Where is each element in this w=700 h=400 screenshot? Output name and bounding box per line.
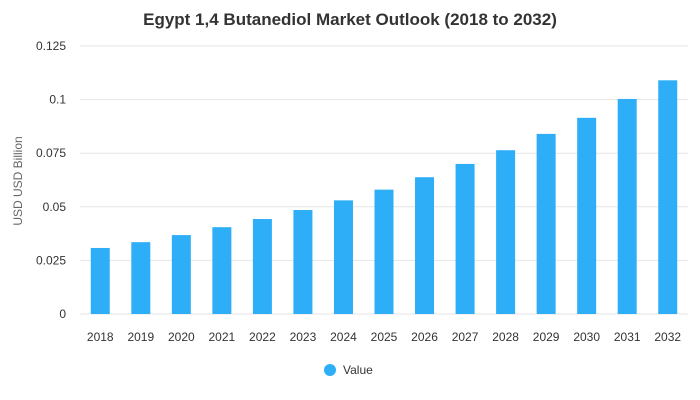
bar-2019[interactable] bbox=[131, 242, 151, 314]
bar-2029[interactable] bbox=[536, 133, 556, 314]
x-tick-label: 2030 bbox=[573, 330, 600, 344]
bar-2018[interactable] bbox=[90, 247, 110, 314]
x-tick-label: 2025 bbox=[371, 330, 398, 344]
bar-2030[interactable] bbox=[577, 117, 597, 314]
bar-2025[interactable] bbox=[374, 189, 394, 314]
legend[interactable]: Value bbox=[324, 363, 373, 377]
y-tick-label: 0 bbox=[59, 307, 66, 321]
x-tick-label: 2028 bbox=[492, 330, 519, 344]
bar-2031[interactable] bbox=[617, 98, 637, 314]
bar-2020[interactable] bbox=[171, 235, 191, 314]
x-tick-label: 2024 bbox=[330, 330, 357, 344]
x-tick-label: 2027 bbox=[452, 330, 479, 344]
bar-2027[interactable] bbox=[455, 163, 475, 314]
bar-2032[interactable] bbox=[658, 80, 678, 314]
y-tick-label: 0.025 bbox=[36, 253, 66, 267]
bar-2021[interactable] bbox=[212, 227, 232, 314]
x-tick-label: 2019 bbox=[127, 330, 154, 344]
legend-swatch-value bbox=[324, 364, 336, 376]
x-tick-label: 2022 bbox=[249, 330, 276, 344]
x-tick-label: 2023 bbox=[290, 330, 317, 344]
x-tick-label: 2032 bbox=[654, 330, 681, 344]
bar-2026[interactable] bbox=[415, 177, 435, 314]
x-tick-label: 2018 bbox=[87, 330, 114, 344]
x-tick-label: 2031 bbox=[614, 330, 641, 344]
bars bbox=[90, 80, 678, 314]
y-axis-ticks: 0 0.025 0.05 0.075 0.1 0.125 bbox=[36, 39, 66, 321]
x-tick-label: 2026 bbox=[411, 330, 438, 344]
chart-title: Egypt 1,4 Butanediol Market Outlook (201… bbox=[143, 10, 557, 29]
bar-2028[interactable] bbox=[496, 150, 516, 314]
bar-2022[interactable] bbox=[252, 219, 272, 314]
y-axis-label: USD USD Billion bbox=[11, 136, 25, 225]
y-tick-label: 0.125 bbox=[36, 39, 66, 53]
x-tick-label: 2020 bbox=[168, 330, 195, 344]
y-tick-label: 0.075 bbox=[36, 146, 66, 160]
legend-label-value: Value bbox=[343, 363, 373, 377]
y-tick-label: 0.05 bbox=[43, 200, 67, 214]
x-tick-label: 2029 bbox=[533, 330, 560, 344]
x-axis-ticks: 2018 2019 2020 2021 2022 2023 2024 2025 2026 2027… bbox=[87, 330, 681, 344]
bar-2023[interactable] bbox=[293, 210, 313, 314]
y-tick-label: 0.1 bbox=[49, 93, 66, 107]
bar-2024[interactable] bbox=[333, 200, 353, 314]
x-tick-label: 2021 bbox=[209, 330, 236, 344]
